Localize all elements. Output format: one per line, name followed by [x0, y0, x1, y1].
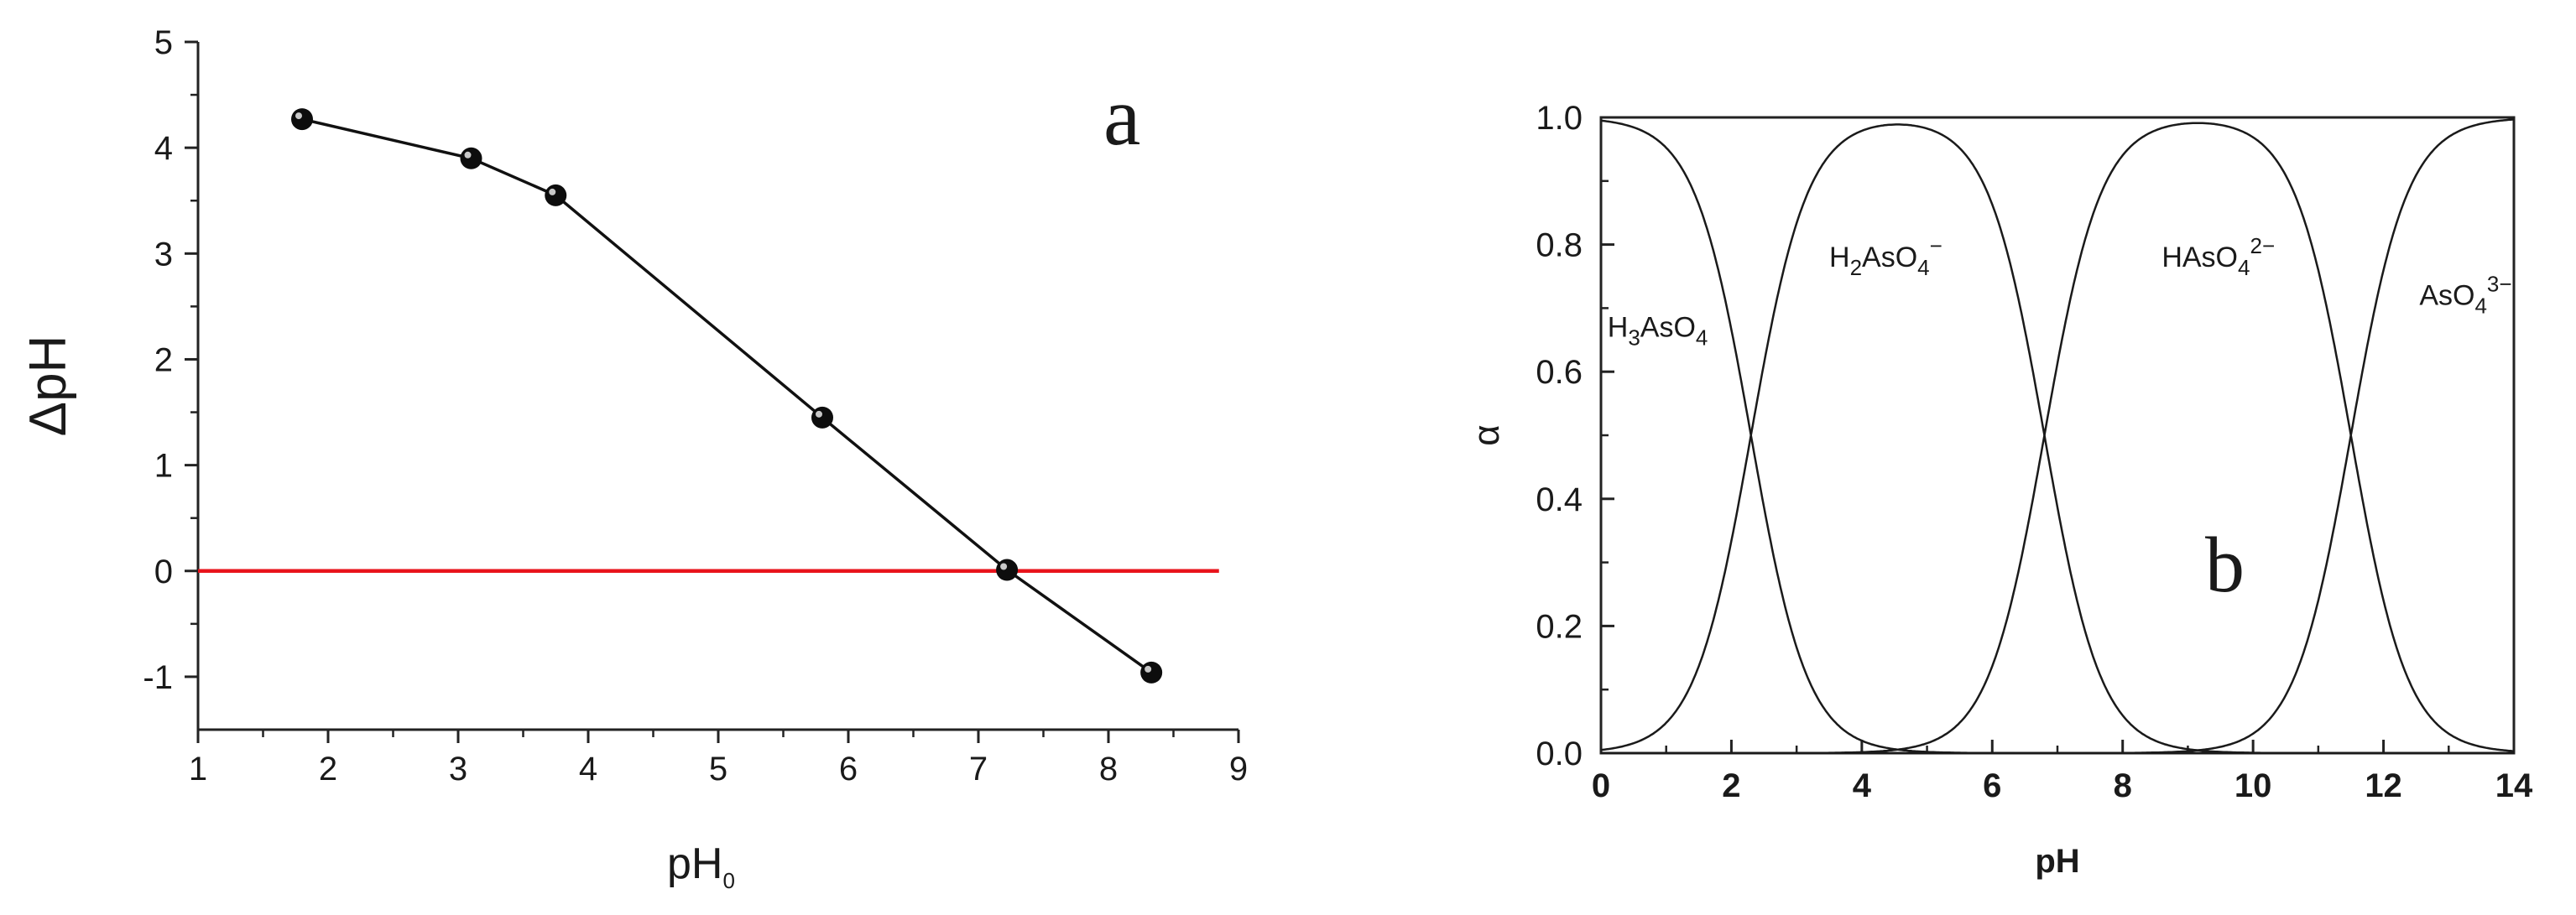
chart-a-data-point	[996, 559, 1019, 581]
chart-b-x-axis-label: pH	[2035, 843, 2079, 880]
chart-b-species-label-part: AsO	[1862, 242, 1917, 273]
chart-b-x-tick-label: 10	[2234, 767, 2272, 804]
chart-a-x-tick-label: 8	[1099, 751, 1118, 788]
chart-b-y-tick-label: 0.0	[1536, 736, 1583, 772]
chart-a-x-tick-label: 3	[449, 751, 467, 788]
chart-a-x-ticks: 1 2 3 4 5 6 7 8 9	[189, 730, 1248, 788]
chart-a-x-tick-label: 5	[709, 751, 727, 788]
chart-a-y-tick-label: 5	[154, 24, 173, 61]
chart-b-y-tick-label: 0.6	[1536, 354, 1583, 391]
chart-b-species-label-part: 4	[2238, 255, 2250, 280]
chart-a-data-point	[291, 108, 313, 131]
chart-a-x-tick-label: 1	[189, 751, 207, 788]
chart-b: 0.00.20.40.60.81.0 0 2 4 6 8 10 12 14 H3AsO4H2A…	[1466, 100, 2533, 880]
chart-a-y-tick-label: 1	[154, 448, 173, 485]
chart-b-species-label-part: H	[1829, 242, 1850, 273]
chart-b-curves	[1600, 118, 2515, 755]
chart-b-y-axis-label: α	[1466, 424, 1507, 445]
chart-a-x-axis-label: pH0	[667, 840, 735, 893]
chart-a-x-axis-label-sub: 0	[722, 868, 734, 893]
chart-b-x-tick-label: 14	[2495, 767, 2533, 804]
chart-b-y-tick-label: 1.0	[1536, 100, 1583, 137]
chart-b-y-tick-label: 0.8	[1536, 227, 1583, 264]
chart-a-y-tick-label: -1	[143, 659, 173, 696]
chart-b-y-tick-label: 0.4	[1536, 481, 1583, 518]
chart-a-data-point	[460, 147, 482, 169]
chart-b-species-label: AsO43−	[2419, 272, 2511, 319]
chart-b-x-tick-label: 4	[1853, 767, 1872, 804]
chart-b-species-label-part: 2−	[2250, 233, 2275, 258]
chart-a-data-point-highlight	[549, 188, 556, 195]
chart-b-species-label-part: HAsO	[2161, 242, 2238, 273]
chart-a-y-ticks: -1 0 1 2 3 4 5	[143, 24, 198, 696]
chart-a-y-tick-label: 3	[154, 236, 173, 273]
chart-b-species-label-part: 3−	[2487, 272, 2512, 297]
chart-b-species-label: H3AsO4	[1608, 312, 1708, 351]
chart-b-species-label-part: −	[1930, 233, 1942, 258]
chart-a-data-point-highlight	[816, 410, 822, 418]
chart-a-series-line	[301, 117, 1153, 674]
chart-b-x-tick-label: 8	[2114, 767, 2132, 804]
chart-b-species-label-part: H	[1608, 312, 1629, 344]
chart-a-y-axis-label: ΔpH	[19, 335, 77, 437]
chart-b-species-label-part: 4	[1917, 255, 1929, 280]
chart-b-curve-species-4	[1601, 118, 2515, 755]
chart-a-data-point	[811, 406, 833, 429]
chart-a-data-point-highlight	[295, 112, 302, 120]
chart-a-x-axis-label-main: pH	[667, 840, 722, 888]
chart-b-species-label-part: 4	[1696, 325, 1708, 351]
chart-a-plot-area	[198, 42, 1238, 730]
chart-a-data-point	[545, 184, 567, 206]
chart-a-data-point-highlight	[1000, 563, 1008, 570]
chart-b-curve-species-2	[1600, 123, 2514, 755]
chart-b-species-label-part: AsO	[1640, 312, 1696, 344]
chart-b-species-label-part: 3	[1628, 325, 1640, 351]
chart-b-x-tick-label: 12	[2365, 767, 2402, 804]
chart-a-y-tick-label: 4	[154, 130, 173, 167]
chart-a-x-tick-label: 7	[969, 751, 988, 788]
chart-a-data-point-highlight	[464, 151, 472, 159]
chart-b-x-tick-label: 2	[1722, 767, 1740, 804]
chart-b-species-label: H2AsO4−	[1829, 233, 1942, 280]
chart-b-x-tick-label: 6	[1983, 767, 2001, 804]
chart-a-data-point-highlight	[1145, 665, 1152, 673]
chart-b-x-ticks: 0 2 4 6 8 10 12 14	[1592, 740, 2533, 804]
chart-b-y-tick-label: 0.2	[1536, 608, 1583, 645]
chart-b-x-tick-label: 0	[1592, 767, 1610, 804]
chart-b-panel-label: b	[2205, 522, 2245, 609]
chart-b-plot-frame	[1599, 116, 2516, 755]
chart-a-x-tick-label: 9	[1229, 751, 1248, 788]
chart-a-x-tick-label: 6	[839, 751, 858, 788]
chart-a-points	[291, 108, 1163, 684]
chart-a-x-tick-label: 2	[319, 751, 337, 788]
chart-b-y-ticks: 0.0 0.2 0.4 0.6 0.8 1.0	[1536, 100, 1614, 772]
chart-a-data-point	[1140, 661, 1163, 684]
chart-a-x-tick-label: 4	[579, 751, 597, 788]
chart-b-species-label-part: AsO	[2419, 280, 2474, 312]
chart-b-species-label-part: 4	[2474, 294, 2486, 319]
chart-b-species-label-part: 2	[1850, 255, 1862, 280]
chart-a-panel-label: a	[1103, 70, 1140, 163]
chart-a-y-tick-label: 0	[154, 554, 173, 590]
chart-b-species-label: HAsO42−	[2161, 233, 2275, 280]
chart-a-y-tick-label: 2	[154, 341, 173, 378]
